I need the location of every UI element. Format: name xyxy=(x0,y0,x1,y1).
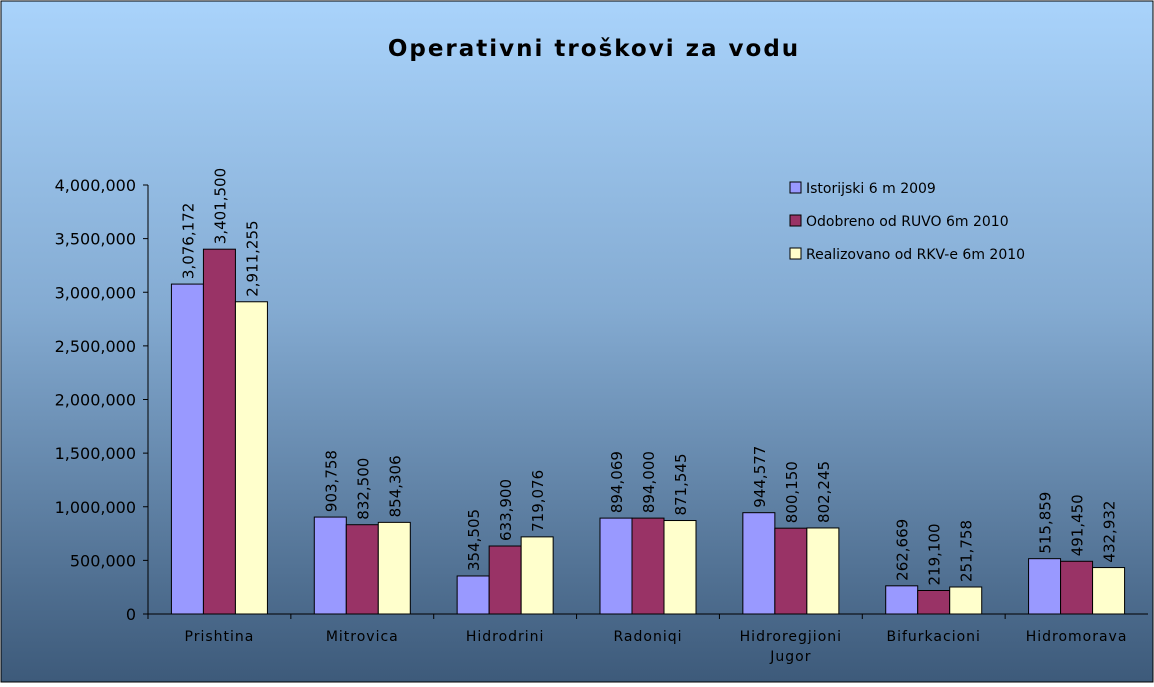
bar xyxy=(663,520,697,615)
bar xyxy=(313,516,347,615)
legend-swatch xyxy=(789,181,802,194)
value-label: 3,076,172 xyxy=(179,203,197,279)
value-label: 219,100 xyxy=(926,523,944,585)
value-label: 491,450 xyxy=(1069,494,1087,556)
bar xyxy=(456,575,490,615)
value-label: 903,758 xyxy=(322,450,340,512)
bar xyxy=(949,586,983,615)
bar xyxy=(917,590,951,615)
legend-swatch xyxy=(789,214,802,227)
value-label: 800,150 xyxy=(783,461,801,523)
value-label: 894,069 xyxy=(608,451,626,513)
bar xyxy=(1092,567,1126,615)
bar xyxy=(520,536,554,615)
value-label: 802,245 xyxy=(815,461,833,523)
y-tick-label: 500,000 xyxy=(70,551,136,570)
x-tick-label: Hidrodrini xyxy=(466,629,545,645)
value-label: 944,577 xyxy=(751,446,769,508)
value-label: 3,401,500 xyxy=(211,168,229,244)
bar xyxy=(599,517,633,615)
y-tick-label: 4,000,000 xyxy=(55,176,136,195)
value-label: 719,076 xyxy=(529,470,547,532)
value-label: 251,758 xyxy=(958,520,976,582)
y-tick-label: 0 xyxy=(126,605,136,624)
value-label: 854,306 xyxy=(386,455,404,517)
value-label: 2,911,255 xyxy=(243,220,261,296)
y-tick-label: 3,500,000 xyxy=(55,230,136,249)
bar xyxy=(234,301,268,615)
bar xyxy=(488,545,522,615)
x-tick-label: Bifurkacioni xyxy=(887,629,981,645)
bar xyxy=(1028,558,1062,615)
legend-swatch xyxy=(789,247,802,260)
chart-title: Operativni troškovi za vodu xyxy=(388,36,800,62)
y-tick-label: 2,500,000 xyxy=(55,337,136,356)
y-tick-label: 1,500,000 xyxy=(55,444,136,463)
y-tick-label: 2,000,000 xyxy=(55,391,136,410)
bar xyxy=(1060,560,1094,615)
value-label: 871,545 xyxy=(672,453,690,515)
bar xyxy=(345,524,379,615)
bar xyxy=(774,527,808,615)
value-label: 262,669 xyxy=(894,519,912,581)
x-tick-label: Prishtina xyxy=(185,629,255,645)
bar xyxy=(202,248,236,615)
value-label: 515,859 xyxy=(1037,492,1055,554)
x-tick-label: Mitrovica xyxy=(326,629,399,645)
value-label: 832,500 xyxy=(354,458,372,520)
x-tick-label: Hidromorava xyxy=(1026,629,1128,645)
bar xyxy=(885,585,919,615)
value-label: 633,900 xyxy=(497,479,515,541)
legend-label: Realizovano od RKV-e 6m 2010 xyxy=(806,247,1025,263)
bar xyxy=(377,521,411,615)
bar xyxy=(170,283,204,615)
value-label: 432,932 xyxy=(1101,501,1119,563)
y-tick-label: 3,000,000 xyxy=(55,283,136,302)
value-label: 894,000 xyxy=(640,451,658,513)
legend-label: Istorijski 6 m 2009 xyxy=(806,181,936,197)
legend-label: Odobreno od RUVO 6m 2010 xyxy=(806,214,1009,230)
y-tick-label: 1,000,000 xyxy=(55,498,136,517)
bar xyxy=(742,512,776,615)
bar xyxy=(806,527,840,615)
x-tick-label: Hidroregjioni Jugor xyxy=(740,629,842,665)
x-tick-label: Radoniqi xyxy=(614,629,683,645)
bar xyxy=(631,517,665,615)
value-label: 354,505 xyxy=(465,509,483,571)
